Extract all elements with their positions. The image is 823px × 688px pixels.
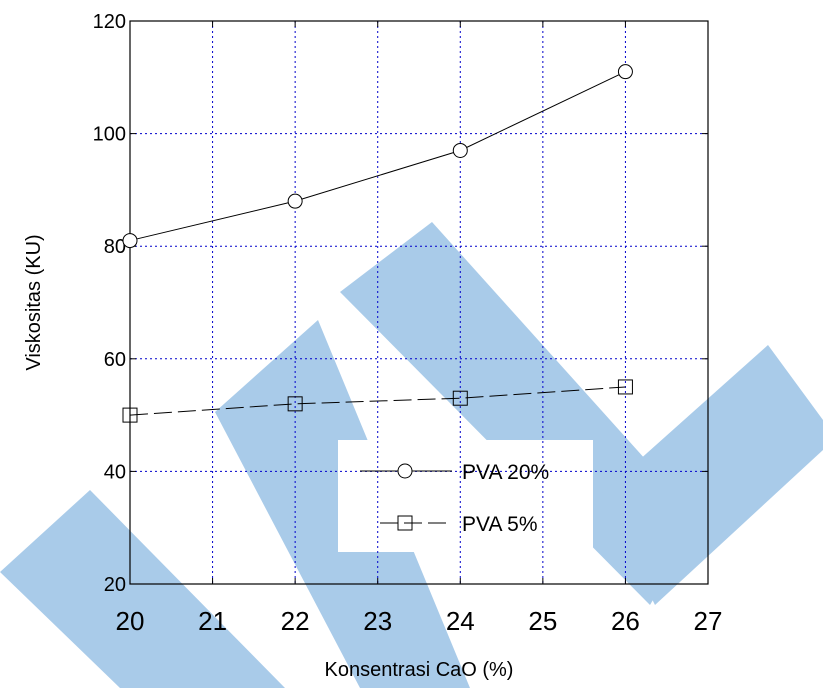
watermark-gap [338,440,593,552]
x-tick-label: 25 [528,606,557,636]
y-tick-label: 60 [104,349,126,371]
y-tick-labels: 20 40 60 80 100 120 [93,11,126,596]
x-axis-label: Konsentrasi CaO (%) [325,659,514,681]
data-point-circle [452,142,468,158]
data-point-circle [122,233,138,249]
y-tick-label: 80 [104,236,126,258]
y-tick-label: 120 [93,11,126,33]
x-tick-label: 26 [611,606,640,636]
legend-marker-circle [397,463,413,479]
plot-frame [129,20,709,585]
y-tick-label: 40 [104,461,126,483]
y-tick-label: 100 [93,124,126,146]
x-tick-label: 27 [694,606,723,636]
legend-marker-square [397,515,413,531]
x-tick-label: 23 [363,606,392,636]
data-point-square [452,390,468,406]
series-lines [129,71,626,416]
x-tick-labels: 20 21 22 23 24 25 26 27 [116,606,723,636]
x-tick-label: 21 [198,606,227,636]
data-point-square [287,396,303,412]
legend: PVA 20% PVA 5% [360,461,549,536]
data-point-circle [617,64,633,80]
y-tick-label: 20 [104,574,126,596]
watermark-logo [0,222,823,688]
series-line-2 [129,386,626,416]
watermark-stroke [600,345,823,605]
x-tick-label: 22 [281,606,310,636]
legend-label-2: PVA 5% [462,513,538,536]
data-point-square [122,407,138,423]
grid [130,21,708,584]
x-tick-label: 20 [116,606,145,636]
x-tick-label: 24 [446,606,475,636]
data-point-circle [287,193,303,209]
series-line-1 [129,71,626,242]
watermark-stroke [0,490,285,688]
legend-label-1: PVA 20% [462,461,549,484]
y-axis-label: Viskositas (KU) [23,234,45,370]
axis-ticks [129,20,709,585]
series-markers [122,64,633,423]
data-point-square [617,379,633,395]
